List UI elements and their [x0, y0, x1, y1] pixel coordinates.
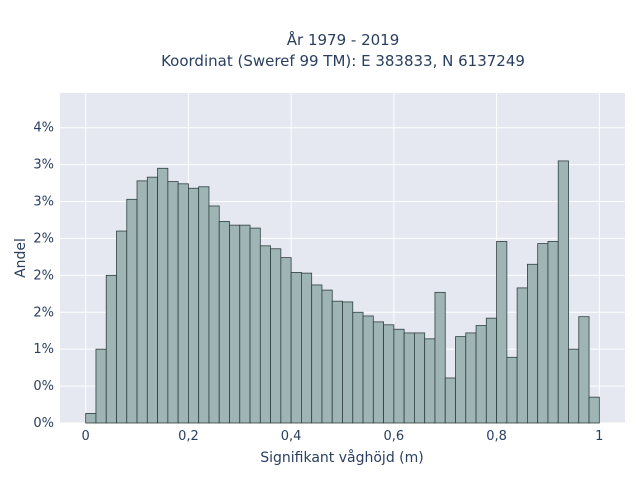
- histogram-bar-13: [218, 221, 230, 424]
- histogram-bar-19: [280, 257, 292, 424]
- histogram-bar-14: [229, 224, 241, 424]
- histogram-bar-36: [455, 336, 467, 424]
- y-tick-label-2: 1%: [33, 342, 54, 357]
- histogram-bar-44: [537, 243, 549, 424]
- histogram-bar-22: [311, 284, 323, 424]
- y-axis-ticks: 0% 0% 1% 2% 2% 2% 3% 3% 4%: [33, 121, 54, 431]
- histogram-bar-26: [352, 311, 364, 424]
- histogram-bar-43: [527, 263, 539, 424]
- histogram-bar-31: [403, 332, 415, 424]
- histogram-bar-33: [424, 338, 436, 424]
- histogram-bar-40: [496, 240, 508, 424]
- histogram-bar-16: [249, 227, 261, 424]
- histogram-bar-42: [516, 287, 528, 424]
- histogram-bar-34: [434, 291, 446, 424]
- histogram-bar-7: [157, 167, 169, 424]
- y-tick-label-3: 2%: [33, 305, 54, 320]
- x-tick-label-4: 0,8: [486, 429, 507, 444]
- y-tick-label-5: 2%: [33, 231, 54, 246]
- histogram-bar-12: [208, 205, 220, 424]
- x-axis-ticks: 0 0,2 0,4 0,6 0,8 1: [82, 429, 604, 444]
- y-axis-title: Andel: [13, 238, 29, 278]
- chart-title-line2: Koordinat (Sweref 99 TM): E 383833, N 61…: [161, 52, 525, 70]
- x-tick-label-1: 0,2: [178, 429, 199, 444]
- histogram-bar-46: [557, 160, 569, 424]
- chart-title-line1: År 1979 - 2019: [287, 30, 400, 49]
- histogram-bar-1: [95, 348, 107, 424]
- histogram-bar-3: [116, 230, 128, 424]
- y-tick-label-7: 3%: [33, 158, 54, 173]
- histogram-bar-18: [270, 248, 282, 424]
- histogram-bar-25: [342, 301, 354, 424]
- x-tick-label-3: 0,6: [384, 429, 405, 444]
- y-tick-label-8: 4%: [33, 121, 54, 136]
- histogram-bars: [85, 160, 600, 424]
- histogram-bar-21: [301, 272, 313, 424]
- histogram-bar-15: [239, 224, 251, 424]
- histogram-bar-47: [568, 348, 580, 424]
- histogram-bar-32: [414, 332, 426, 424]
- histogram-bar-29: [383, 324, 395, 424]
- histogram-bar-10: [188, 187, 200, 424]
- histogram-bar-45: [547, 240, 559, 424]
- histogram-bar-0: [85, 413, 97, 424]
- histogram-bar-38: [475, 325, 487, 424]
- histogram-bar-41: [506, 356, 518, 424]
- histogram-bar-30: [393, 328, 405, 424]
- histogram-bar-2: [105, 274, 117, 424]
- histogram-bar-6: [146, 176, 158, 424]
- histogram-bar-39: [485, 317, 497, 424]
- y-tick-label-0: 0%: [33, 416, 54, 431]
- histogram-bar-24: [331, 300, 343, 424]
- y-tick-label-1: 0%: [33, 379, 54, 394]
- histogram-bar-37: [465, 332, 477, 424]
- histogram-bar-8: [167, 181, 179, 424]
- x-tick-label-0: 0: [82, 429, 90, 444]
- y-tick-label-4: 2%: [33, 268, 54, 283]
- x-tick-label-5: 1: [595, 429, 603, 444]
- y-tick-label-6: 3%: [33, 195, 54, 210]
- x-axis-title: Signifikant våghöjd (m): [260, 449, 423, 466]
- histogram-bar-11: [198, 186, 210, 424]
- histogram-bar-49: [588, 396, 600, 424]
- histogram-bar-23: [321, 289, 333, 424]
- histogram-bar-9: [177, 183, 189, 424]
- histogram-bar-35: [444, 377, 456, 424]
- histogram-bar-28: [372, 321, 384, 424]
- histogram-bar-17: [259, 245, 271, 424]
- histogram-bar-5: [136, 180, 148, 424]
- histogram-bar-48: [578, 316, 590, 424]
- x-tick-label-2: 0,4: [281, 429, 302, 444]
- histogram-bar-20: [290, 271, 302, 424]
- histogram-bar-4: [126, 198, 138, 424]
- histogram-bar-27: [362, 315, 374, 424]
